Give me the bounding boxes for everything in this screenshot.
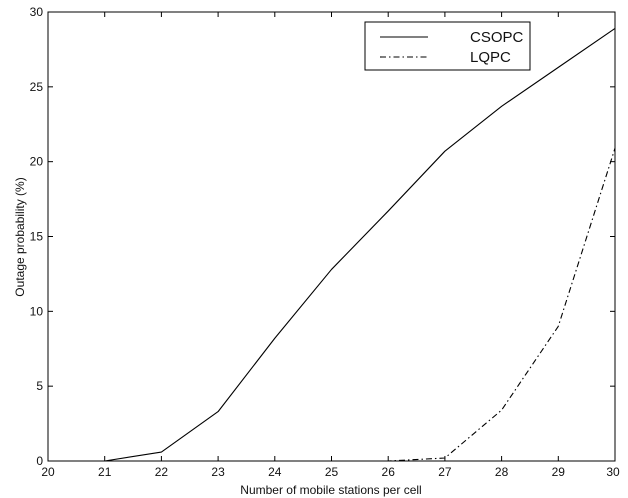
x-tick-label: 23 (211, 465, 225, 479)
plot-frame (47, 11, 616, 462)
series-line-csopc (48, 28, 616, 462)
y-tick-label: 25 (30, 80, 44, 94)
x-tick-label: 28 (495, 465, 509, 479)
x-tick-label: 27 (438, 465, 452, 479)
series-layer (48, 28, 616, 462)
legend: CSOPC LQPC (364, 21, 531, 71)
x-tick-label: 22 (155, 465, 169, 479)
x-tick-label: 24 (268, 465, 282, 479)
x-tick-label: 20 (41, 465, 55, 479)
y-tick-label: 30 (30, 5, 44, 19)
y-tick-label: 0 (36, 454, 43, 468)
legend-label-csopc: CSOPC (470, 29, 524, 46)
axis-ticks: 20 21 22 23 24 25 26 27 28 29 30 0 5 10 15 20 25 30 (30, 5, 620, 479)
x-tick-label: 30 (606, 465, 620, 479)
y-tick-label: 10 (30, 304, 44, 318)
series-line-lqpc (48, 148, 616, 462)
legend-box (364, 21, 531, 71)
x-axis-label: Number of mobile stations per cell (240, 483, 421, 497)
x-tick-label: 21 (98, 465, 112, 479)
y-axis-label: Outage probability (%) (13, 177, 27, 296)
x-tick-label: 29 (552, 465, 566, 479)
y-tick-label: 15 (30, 230, 44, 244)
y-tick-label: 20 (30, 155, 44, 169)
x-tick-label: 26 (382, 465, 396, 479)
x-tick-label: 25 (325, 465, 339, 479)
y-tick-label: 5 (36, 379, 43, 393)
legend-label-lqpc: LQPC (470, 49, 511, 66)
